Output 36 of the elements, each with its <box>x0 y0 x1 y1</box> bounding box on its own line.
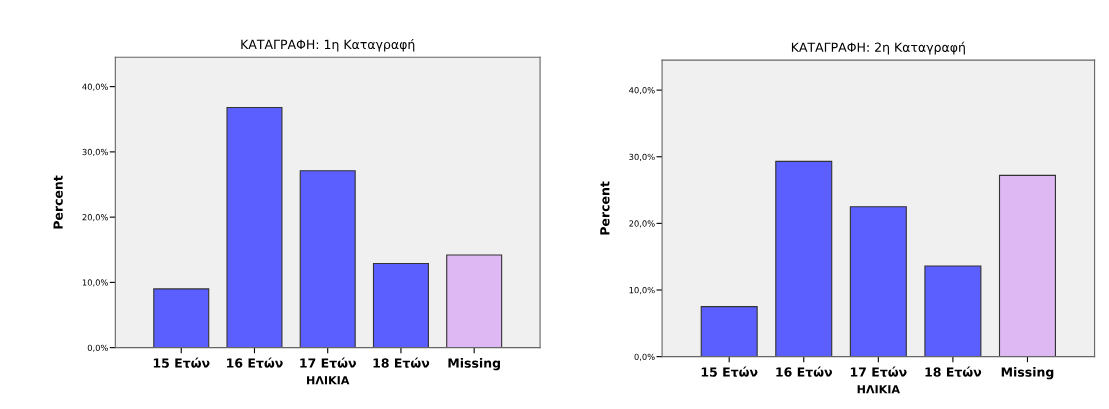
x-tick-label: Missing <box>448 358 500 371</box>
bar <box>775 160 833 357</box>
y-tick-label: 20,0% <box>629 220 655 228</box>
x-tick-label: 16 Ετών <box>227 357 283 368</box>
bar <box>446 254 503 348</box>
x-tick-label: 17 Ετών <box>300 357 356 368</box>
y-tick-label: 20,0% <box>82 214 108 222</box>
y-tick-label: 0,0% <box>634 353 655 361</box>
bar <box>998 174 1056 357</box>
y-tick-label: 10,0% <box>629 286 655 295</box>
bar <box>700 306 758 357</box>
x-tick-label: 17 Ετών <box>850 366 907 377</box>
x-tick-label: 18 Ετών <box>925 366 982 377</box>
chart-title: ΚΑΤΑΓΡΑΦΗ: 2η Καταγραφή <box>791 41 965 55</box>
x-tick-label: 15 Ετών <box>701 366 758 377</box>
y-axis-title: Percent <box>600 181 610 235</box>
y-tick-label: 30,0% <box>82 148 108 157</box>
bar <box>849 206 907 357</box>
bar <box>299 170 356 348</box>
y-tick-label: 40,0% <box>82 83 108 91</box>
x-axis-title: ΗΛΙΚΙΑ <box>857 385 900 394</box>
x-tick-label: Missing <box>1001 367 1054 380</box>
x-tick-label: 18 Ετών <box>373 357 430 368</box>
y-tick-label: 10,0% <box>82 279 108 287</box>
chart-title: ΚΑΤΑΓΡΑΦΗ: 1η Καταγραφή <box>241 38 415 52</box>
y-axis-title: Percent <box>53 175 63 229</box>
y-tick-label: 0,0% <box>87 344 108 352</box>
bar <box>226 106 283 348</box>
x-tick-label: 16 Ετών <box>776 366 832 377</box>
x-axis-title: ΗΛΙΚΙΑ <box>307 376 350 385</box>
y-tick-label: 40,0% <box>629 87 655 95</box>
y-tick-label: 30,0% <box>629 153 655 161</box>
x-tick-label: 15 Ετών <box>153 357 210 368</box>
bar <box>924 265 982 357</box>
bar <box>372 262 429 348</box>
bar <box>153 288 210 348</box>
